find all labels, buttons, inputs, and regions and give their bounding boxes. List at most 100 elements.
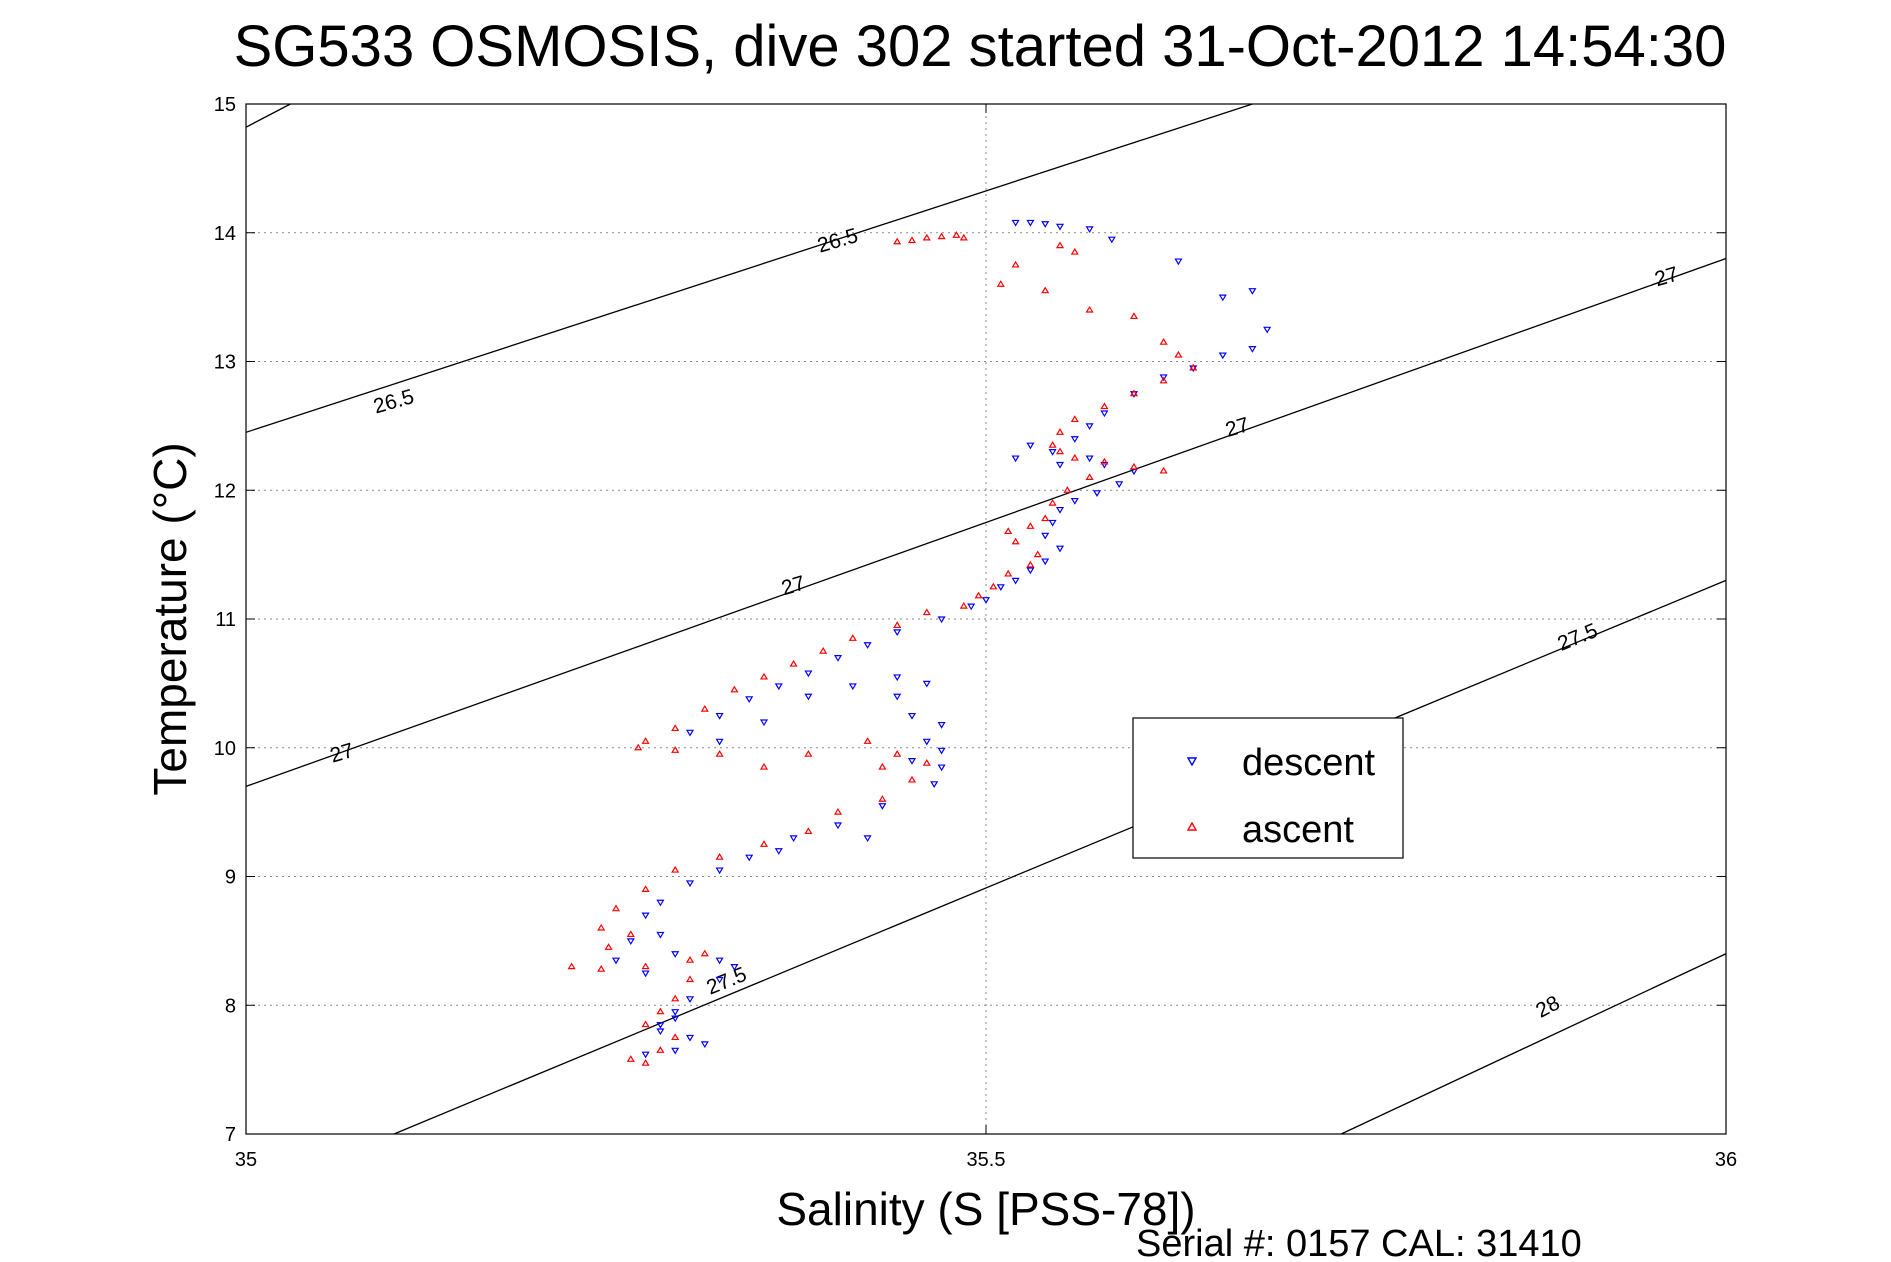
ascent-point (804, 750, 813, 757)
descent-point (833, 822, 843, 830)
ascent-point (1041, 286, 1050, 294)
descent-point (611, 957, 621, 965)
ascent-point (848, 634, 857, 641)
x-tick-label: 35 (235, 1149, 257, 1171)
descent-point (804, 670, 813, 678)
descent-point (715, 738, 724, 746)
descent-point (715, 712, 724, 720)
descent-point (1041, 221, 1050, 228)
y-axis-ticks: 7 8 9 10 11 12 13 14 15 (214, 94, 1726, 1146)
descent-point (1107, 236, 1116, 244)
ascent-point (1070, 453, 1079, 461)
legend: descent ascent (1132, 717, 1404, 859)
descent-point (937, 616, 946, 624)
descent-point (1159, 374, 1168, 382)
ascent-point (671, 865, 680, 873)
descent-point (685, 996, 695, 1003)
descent-point (774, 848, 783, 855)
descent-point (863, 642, 872, 649)
density-contour (245, 257, 1727, 787)
ascent-point (671, 724, 680, 732)
descent-point (1055, 545, 1065, 553)
descent-point (715, 957, 724, 965)
descent-point (656, 1028, 665, 1036)
descent-point (1092, 490, 1102, 497)
y-tick-label: 8 (225, 995, 236, 1017)
descent-point (1085, 226, 1094, 234)
ascent-point (597, 923, 606, 931)
descent-point (1248, 288, 1257, 295)
descent-point (641, 1051, 650, 1059)
ascent-point (1159, 466, 1168, 474)
descent-point (745, 696, 754, 703)
descent-point (907, 758, 917, 765)
density-contour (245, 103, 1253, 433)
ascent-point (730, 685, 739, 693)
ascent-point (700, 704, 709, 712)
x-axis-ticks: 35 35.5 36 (235, 104, 1737, 1171)
descent-point (685, 1034, 695, 1042)
descent-point (700, 1041, 709, 1049)
ascent-point (1055, 428, 1065, 435)
legend-box (1132, 717, 1404, 859)
descent-point (1026, 442, 1035, 450)
ascent-point (1159, 376, 1168, 384)
ascent-point (715, 750, 724, 757)
ascent-point (1026, 522, 1035, 529)
ascent-series (567, 231, 1198, 1066)
ascent-point (922, 608, 931, 616)
ascent-point (1055, 447, 1065, 455)
descent-point (1048, 519, 1057, 527)
ascent-point (989, 582, 998, 590)
descent-point (1263, 326, 1272, 334)
descent-point (1048, 449, 1057, 456)
ascent-point (641, 1059, 650, 1066)
ascent-point (937, 232, 946, 240)
ascent-point (1063, 486, 1072, 493)
ascent-point (974, 591, 983, 599)
ascent-point (1129, 389, 1139, 397)
ascent-point (952, 231, 961, 238)
grid-lines (246, 104, 1726, 1134)
ascent-point (1129, 312, 1139, 320)
ascent-point (641, 885, 650, 892)
descent-point (641, 970, 650, 978)
ascent-point (833, 807, 843, 815)
descent-point (671, 1047, 680, 1055)
y-tick-label: 13 (214, 352, 236, 374)
ascent-point (567, 962, 576, 970)
ascent-point (671, 994, 680, 1002)
descent-point (730, 964, 739, 971)
descent-point (937, 764, 946, 772)
descent-point (685, 880, 695, 888)
descent-point (893, 693, 902, 701)
descent-point (1041, 532, 1050, 540)
descent-point (1100, 410, 1109, 418)
ascent-point (1174, 350, 1183, 358)
ascent-point (907, 775, 917, 783)
ascent-point (597, 965, 606, 972)
legend-ascent-label: ascent (1242, 809, 1354, 851)
descent-point (1100, 461, 1109, 469)
ascent-point (893, 750, 902, 757)
ascent-point (1055, 241, 1065, 249)
ascent-point (685, 956, 695, 963)
ascent-point (863, 737, 872, 744)
ascent-point (1159, 338, 1168, 345)
ascent-point (604, 943, 613, 950)
ascent-point (1026, 560, 1035, 568)
ascent-point (922, 233, 931, 241)
ascent-point (656, 1007, 665, 1015)
descent-point (1055, 223, 1065, 231)
descent-point (996, 584, 1005, 591)
chart-title: SG533 OSMOSIS, dive 302 started 31-Oct-2… (234, 14, 1727, 79)
descent-point (863, 835, 872, 843)
descent-point (1085, 455, 1094, 463)
y-tick-label: 14 (214, 223, 236, 245)
descent-point (1218, 352, 1227, 360)
ascent-point (907, 236, 917, 244)
ascent-point (1048, 441, 1057, 448)
ascent-point (611, 904, 621, 912)
y-tick-label: 11 (215, 609, 236, 631)
descent-point (789, 835, 798, 843)
